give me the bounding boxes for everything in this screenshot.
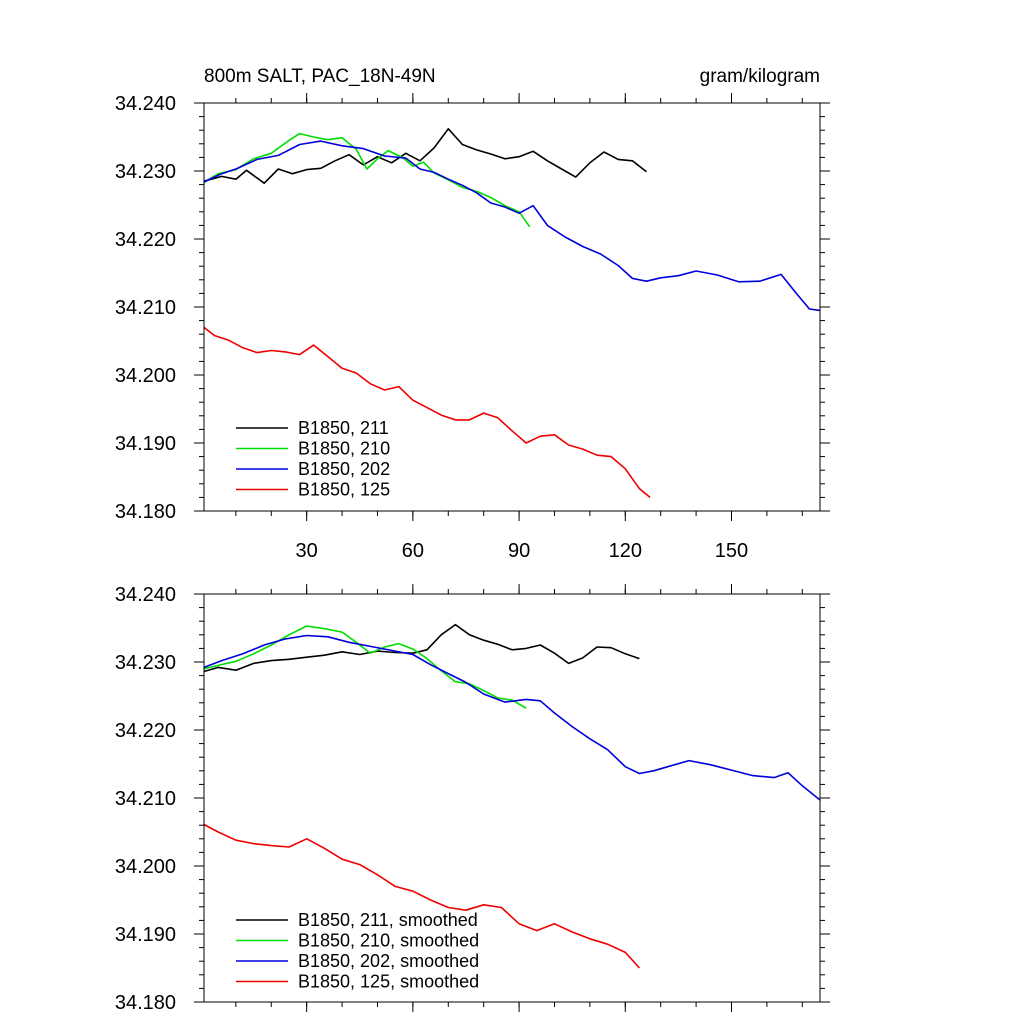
legend-label: B1850, 202 <box>298 459 390 479</box>
series-line-210 <box>203 132 531 228</box>
chart-title: 800m SALT, PAC_18N-49N <box>204 66 436 87</box>
legend-label: B1850, 211 <box>298 418 389 438</box>
smoothed-series-line-125 <box>203 823 640 969</box>
smoothed-series-line-211 <box>203 623 640 673</box>
top-panel-series <box>203 128 821 499</box>
y-tick-label: 34.210 <box>115 788 176 810</box>
x-tick-label: 60 <box>402 540 424 562</box>
y-tick-label: 34.180 <box>115 992 176 1014</box>
legend-label: B1850, 202, smoothed <box>298 951 479 971</box>
y-tick-label: 34.200 <box>115 856 176 878</box>
y-tick-label: 34.230 <box>115 652 176 674</box>
y-tick-label: 34.190 <box>115 924 176 946</box>
top-panel-x-tick-labels: 30 60 90 120 150 <box>296 540 749 562</box>
top-panel-y-tick-labels: 34.180 34.190 34.200 34.210 34.220 34.23… <box>115 93 176 523</box>
bottom-panel-ticks <box>194 584 830 1012</box>
bottom-panel-y-tick-labels: 34.180 34.190 34.200 34.210 34.220 34.23… <box>115 584 176 1014</box>
smoothed-series-line-202 <box>203 634 821 801</box>
top-plot-frame <box>203 102 821 512</box>
series-line-125 <box>203 326 651 499</box>
legend-label: B1850, 125, smoothed <box>298 972 479 992</box>
x-tick-label: 150 <box>715 540 748 562</box>
legend-label: B1850, 211, smoothed <box>298 910 478 930</box>
bottom-plot-frame <box>203 593 821 1003</box>
legend-label: B1850, 210, smoothed <box>298 931 479 951</box>
x-tick-label: 90 <box>508 540 530 562</box>
smoothed-series-line-210 <box>203 625 527 709</box>
legend-label: B1850, 210 <box>298 439 390 459</box>
x-tick-label: 120 <box>609 540 642 562</box>
y-tick-label: 34.180 <box>115 501 176 523</box>
top-panel: 800m SALT, PAC_18N-49N gram/kilogram 34.… <box>115 66 830 562</box>
y-tick-label: 34.200 <box>115 365 176 387</box>
series-line-202 <box>203 140 821 312</box>
y-tick-label: 34.210 <box>115 297 176 319</box>
series-line-211 <box>203 128 647 184</box>
top-panel-ticks <box>194 93 830 521</box>
top-panel-legend: B1850, 211 B1850, 210 B1850, 202 B1850, … <box>236 418 390 500</box>
y-tick-label: 34.190 <box>115 433 176 455</box>
bottom-panel-series <box>203 623 821 969</box>
bottom-panel-legend: B1850, 211, smoothed B1850, 210, smoothe… <box>236 910 479 992</box>
legend-label: B1850, 125 <box>298 480 390 500</box>
units-label: gram/kilogram <box>700 66 820 87</box>
y-tick-label: 34.230 <box>115 161 176 183</box>
y-tick-label: 34.240 <box>115 93 176 115</box>
y-tick-label: 34.220 <box>115 229 176 251</box>
y-tick-label: 34.240 <box>115 584 176 606</box>
bottom-panel: 34.180 34.190 34.200 34.210 34.220 34.23… <box>115 584 830 1014</box>
x-tick-label: 30 <box>296 540 318 562</box>
y-tick-label: 34.220 <box>115 720 176 742</box>
